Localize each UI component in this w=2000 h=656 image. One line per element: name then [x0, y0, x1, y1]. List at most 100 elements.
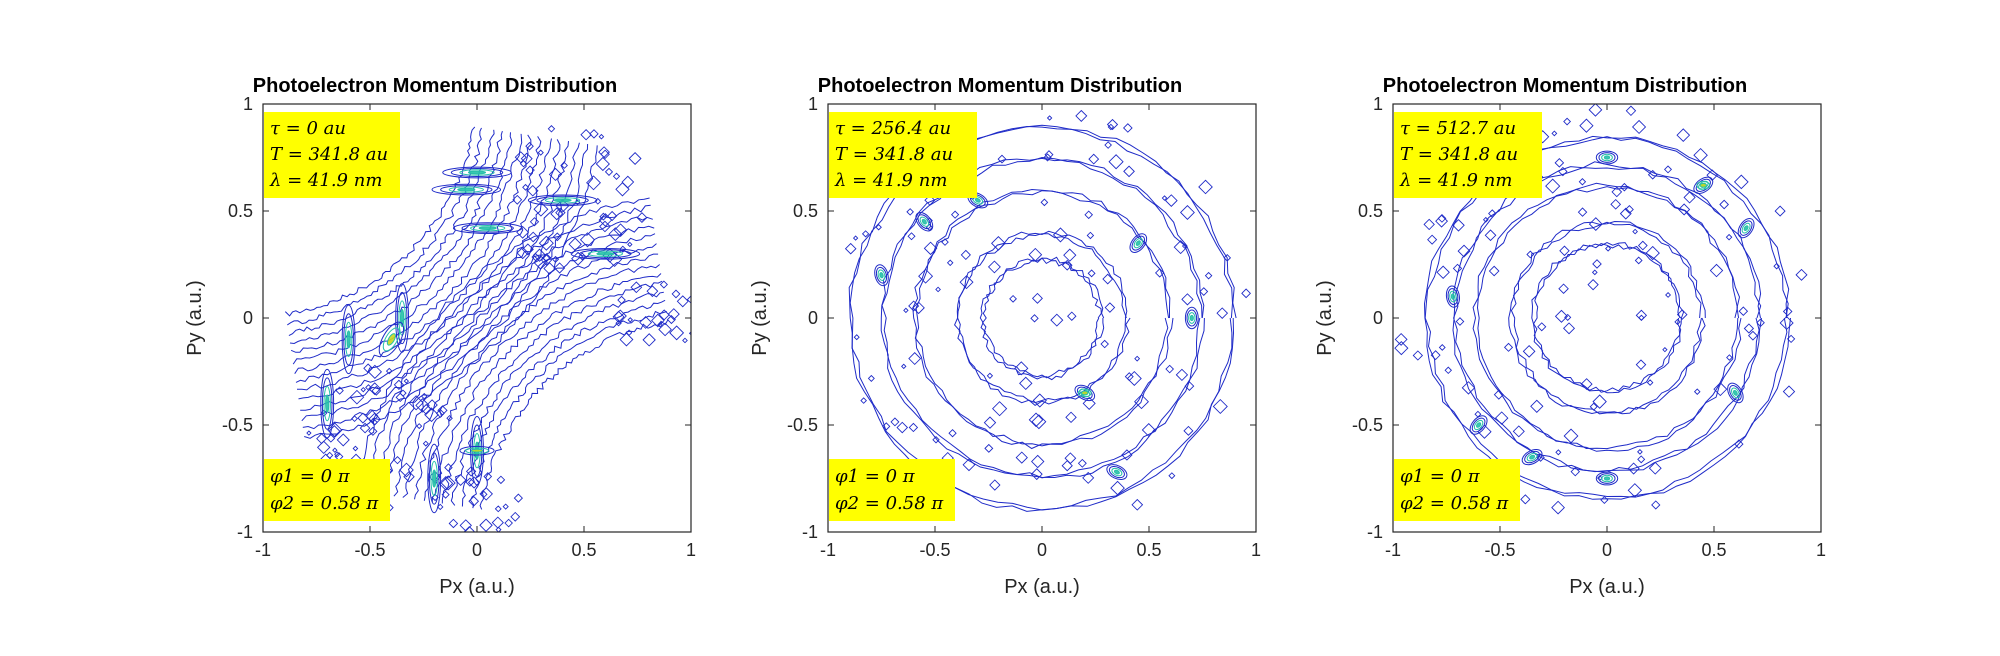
contour-speckle [1555, 449, 1562, 456]
contour-speckle [1773, 262, 1780, 270]
contour-speckle [907, 232, 916, 241]
contour-speckle [852, 235, 859, 241]
contour-speckle [1043, 153, 1052, 162]
contour-speckle [853, 334, 860, 341]
contour-speckle [1693, 147, 1708, 163]
contour-speckle [1665, 291, 1672, 298]
contour-speckle [636, 212, 648, 224]
contour-speckle [1181, 243, 1188, 249]
contour-speckle [1474, 410, 1482, 418]
contour-speckle [1632, 119, 1647, 135]
contour-speckle [1725, 233, 1733, 241]
y-tick-label: 0.5 [228, 201, 253, 221]
plot-title: Photoelectron Momentum Distribution [1383, 75, 1747, 97]
contour-speckle [553, 262, 566, 274]
contour-speckle [669, 325, 685, 341]
intensity-peak [1598, 152, 1616, 163]
contour-speckle [671, 289, 681, 299]
contour-speckle [1530, 399, 1544, 413]
intensity-peak [1595, 150, 1619, 165]
contour-speckle [676, 295, 689, 308]
intensity-peak [470, 448, 484, 453]
intensity-peak [1741, 222, 1751, 234]
subplot-right: Photoelectron Momentum Distribution -1 -0… [1130, 0, 1826, 656]
contour-speckle [1165, 364, 1175, 374]
contour-speckle [682, 337, 688, 344]
contour-speckle [403, 378, 410, 384]
contour-speckle [1014, 361, 1029, 376]
contour-speckle [1102, 273, 1114, 285]
contour-speckle [1067, 311, 1077, 321]
contour-speckle [1786, 334, 1796, 344]
annotation-period: T = 341.8 au [835, 144, 953, 165]
contour-speckle [1063, 248, 1077, 262]
contour-speckle [651, 313, 665, 328]
contour-speckle [595, 156, 610, 172]
intensity-peak [1081, 390, 1089, 396]
contour-speckle [1030, 314, 1039, 323]
contour-speckle [1625, 105, 1637, 117]
intensity-peak [440, 185, 493, 195]
contour-speckle [468, 495, 480, 507]
contour-speckle [531, 252, 540, 262]
contour-speckle [1484, 229, 1497, 242]
contour-speckle [1084, 210, 1094, 220]
contour-speckle [1107, 123, 1115, 131]
contour-speckle [627, 317, 634, 323]
plot-title: Photoelectron Momentum Distribution [818, 75, 1182, 97]
contour-speckle [1676, 309, 1688, 320]
contour-speckle [512, 194, 523, 205]
contour-speckle [627, 241, 633, 248]
intensity-peak [442, 166, 512, 179]
contour-speckle [1412, 350, 1424, 361]
contour-speckle [547, 125, 556, 133]
contour-speckle [1082, 396, 1096, 410]
contour-speckle [393, 456, 402, 465]
contour-speckle [316, 433, 328, 445]
intensity-peak [1693, 176, 1714, 194]
contour-speckle [1676, 128, 1691, 142]
contour-speckle [1632, 228, 1638, 235]
annotation-top: τ = 256.4 au T = 341.8 au λ = 41.9 nm [829, 112, 977, 198]
contour-speckle [1104, 141, 1112, 149]
contour-speckle [568, 237, 582, 251]
intensity-peak [343, 313, 354, 366]
intensity-peak [1445, 285, 1460, 308]
contour-speckle [560, 161, 568, 169]
contour-speckle [1488, 265, 1500, 277]
contour-speckle [459, 519, 472, 532]
contour-speckle [598, 146, 610, 158]
contour-speckle [1637, 448, 1643, 455]
intensity-peak [386, 333, 396, 346]
contour-speckle [552, 255, 560, 263]
contour-speckle [502, 503, 509, 510]
contour-speckle [1457, 244, 1471, 258]
contour-speckle [926, 217, 933, 224]
contour-speckle [941, 238, 949, 246]
annotation-wavelength: λ = 41.9 nm [1399, 170, 1512, 191]
x-tick-label: -0.5 [919, 540, 950, 560]
contour-speckle [1046, 115, 1053, 121]
intensity-peak [917, 214, 932, 230]
y-tick-label: -0.5 [787, 415, 818, 435]
contour-speckle [440, 475, 456, 491]
contour-speckle [1579, 118, 1594, 133]
contour-speckle [448, 518, 459, 529]
contour-speckle [1183, 425, 1194, 436]
contour-speckle [367, 364, 383, 379]
intensity-peak [344, 321, 353, 358]
y-tick-label: -1 [237, 522, 253, 542]
contour-speckle [657, 321, 663, 328]
contour-speckle [1394, 332, 1408, 346]
contour-speckle [1634, 256, 1643, 265]
contour-speckle [599, 212, 608, 221]
intensity-peak [1729, 385, 1742, 401]
annotation-box-bottom [1394, 459, 1520, 521]
contour-speckle [522, 183, 529, 191]
contour-speckle [642, 333, 656, 347]
contour-speckle [932, 436, 940, 444]
contour-speckle [1619, 207, 1632, 220]
contour-line [880, 157, 1205, 479]
intensity-peak [1732, 389, 1738, 396]
